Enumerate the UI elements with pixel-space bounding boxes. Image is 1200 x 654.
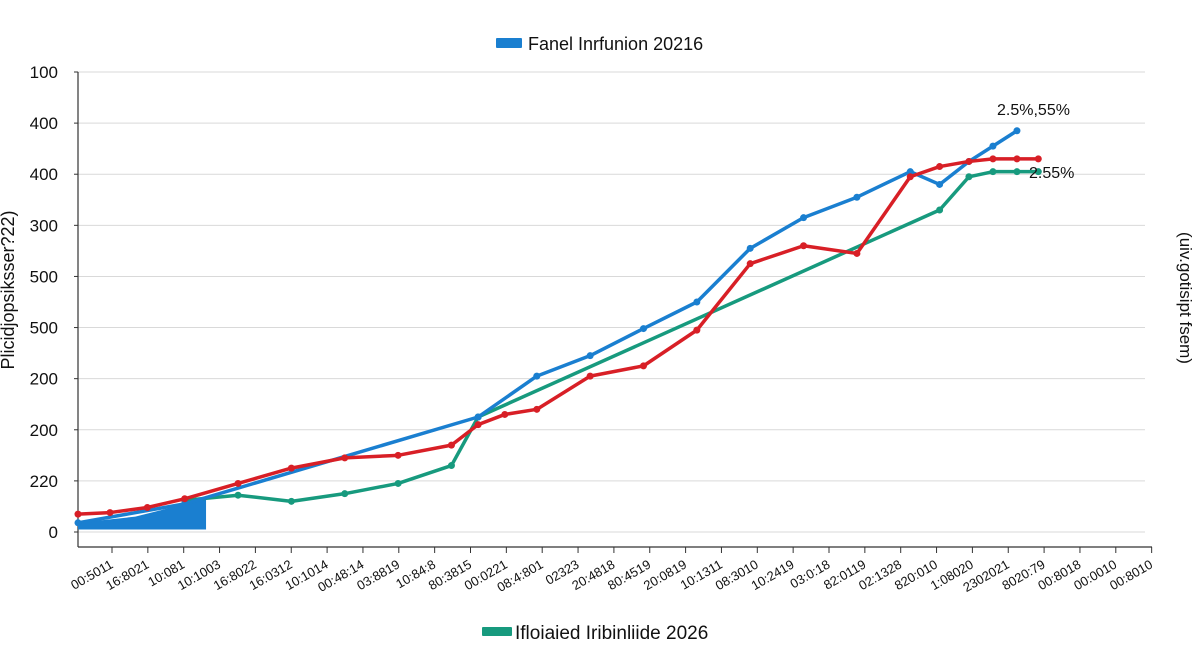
blue-series-point [533,372,541,380]
legend-top: Fanel Inrfunion 20216 [496,34,703,54]
blue-series-point [853,193,861,201]
y-tick-label: 500 [30,267,58,286]
red-series-point [853,249,861,257]
green-series-point [965,173,973,181]
y-tick-label: 400 [30,165,58,184]
y-tick-label: 200 [30,421,58,440]
green-series-point [394,479,402,487]
blue-series-point [181,500,189,508]
blue-series-point [693,298,701,306]
green-series-point [287,497,295,505]
blue-series-line [76,129,1019,525]
legend-bottom: Ifloiaied Iribinliide 2026 [482,623,708,644]
red-series-point [234,479,242,487]
y-axis-title-right: (uiv.gotisipt fsem) [1176,232,1195,364]
y-tick-label: 0 [49,523,58,542]
red-series-point [800,242,808,250]
red-series-point [586,372,594,380]
red-series-point [1034,155,1042,163]
green-series-point [1034,168,1042,176]
red-series-point [693,326,701,334]
y-tick-label: 200 [30,370,58,389]
y-tick-label: 500 [30,319,58,338]
blue-series-point [989,142,997,150]
y-tick-label: 400 [30,114,58,133]
red-series-point [501,410,509,418]
red-series-point [287,464,295,472]
green-series-point [341,490,349,498]
green-series-end-label: 2.55% [1029,165,1074,182]
red-series-point [447,441,455,449]
red-series-point [181,495,189,503]
legend-top-swatch [496,38,522,48]
y-axis-title-left: Plicidjopsiksser?22) [0,210,18,369]
axes [74,71,1153,553]
blue-series-point [74,519,82,527]
red-series-point [989,155,997,163]
blue-area-shape [78,498,207,530]
green-series-point [936,206,944,214]
red-series-point [936,163,944,171]
red-series-point [341,454,349,462]
blue-series-point [1013,127,1021,135]
series-lines [74,127,1042,530]
green-series-point [234,491,242,499]
red-series-point [906,173,914,181]
blue-series-point [936,180,944,188]
blue-series-point [640,325,648,333]
green-series-point [447,462,455,470]
blue-series-point [474,413,482,421]
green-series-line [182,169,1041,504]
red-series-point [106,509,114,517]
red-series-point [640,362,648,370]
y-tick-label: 220 [30,472,58,491]
green-series-point [1013,168,1021,176]
blue-series-end-label: 2.5%,55% [997,102,1070,119]
blue-series-point [586,352,594,360]
y-tick-label: 300 [30,216,58,235]
red-series-point [533,405,541,413]
legend-bottom-label: Ifloiaied Iribinliide 2026 [515,623,708,644]
red-series-point [965,157,973,165]
red-series-line [76,157,1041,516]
blue-series-point [746,244,754,252]
grid-lines [78,71,1145,533]
legend-bottom-swatch [482,627,512,636]
legend-top-label: Fanel Inrfunion 20216 [528,34,703,54]
red-series-point [474,421,482,429]
green-series-point [989,168,997,176]
red-series-point [74,510,82,518]
red-series-point [143,503,151,511]
red-series-point [394,451,402,459]
blue-series-point [800,214,808,222]
red-series-point [1013,155,1021,163]
red-series-point [746,260,754,268]
blue-series-point [906,168,914,176]
y-tick-label: 100 [30,63,58,82]
